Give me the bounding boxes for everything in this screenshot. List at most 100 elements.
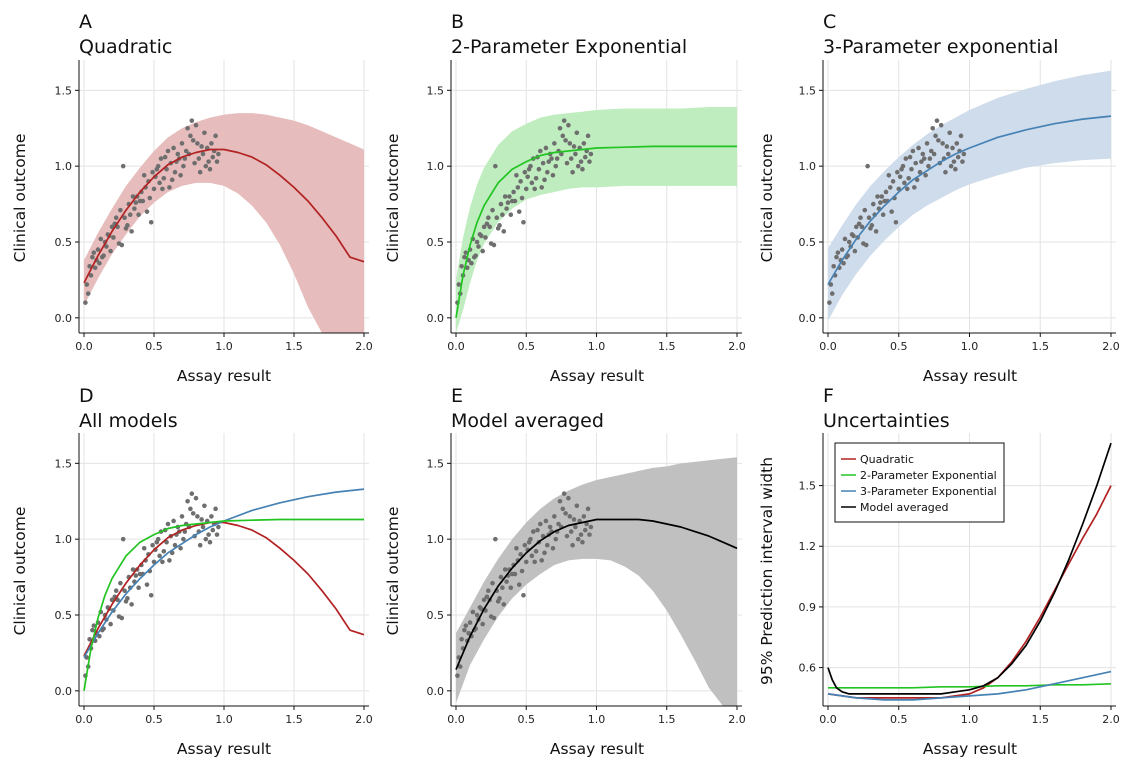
panel-c-data-point [834,254,839,260]
panel-a-data-point [84,282,90,287]
panel-a-data-point [181,163,186,169]
panel-c-data-point [917,169,923,175]
legend-label-averaged: Model averaged [860,501,949,514]
panel-a-data-point [90,254,95,260]
panel-d-letter: D [79,385,94,407]
panel-d-data-point [206,532,211,537]
panel-b-data-point [581,141,587,146]
panel-a-x-tick-label: 2.0 [355,340,373,353]
panel-a-data-point [199,144,204,149]
panel-f-title: Uncertainties [823,410,950,432]
panel-f-marks [827,442,1112,701]
panel-b-data-point [538,148,543,154]
panel-b-data-point [478,233,484,239]
panel-c-data-point [927,156,933,161]
panel-b-data-point [532,186,537,192]
panel-a-data-point [132,206,137,211]
panel-e-data-point [528,536,533,542]
panel-d-data-point [97,633,102,639]
panel-e-xlabel: Assay result [550,740,644,757]
panel-a-data-point [130,194,136,199]
panel-a: A Quadratic Assay result Clinical outcom… [11,11,373,385]
panel-b-data-point [519,195,525,201]
panel-c-data-point [841,260,846,266]
panel-c-data-point [869,223,875,228]
panel-e-data-point [478,606,484,612]
panel-a-x-tick-label: 1.5 [285,340,303,353]
panel-d-data-point [133,573,139,578]
panel-c-data-point [897,174,903,180]
panel-c-data-point [904,186,910,192]
panel-a-data-point [85,291,91,296]
panel-c-data-point [923,172,928,178]
panel-f-ylabel: 95% Prediction interval width [758,457,776,685]
panel-a-data-point [195,141,200,146]
panel-d-data-point [109,597,115,603]
panel-d-data-point [179,514,185,519]
panel-c-line-exp3 [827,115,1112,285]
panel-d-x-tick-label: 1.0 [215,713,233,726]
panel-b-data-point [487,224,493,230]
panel-c-y-tick-label: 0.5 [799,236,817,249]
panel-e-data-point [566,495,571,501]
panel-e-data-point [581,514,587,519]
panel-d-data-point [157,553,162,559]
panel-b-data-point [481,224,487,230]
legend-label-exp2: 2-Parameter Exponential [860,469,997,482]
panel-e-x-tick-label: 2.0 [728,713,746,726]
panel-d-data-point [185,498,190,504]
panel-f-y-tick-label: 1.2 [799,540,817,553]
panel-d-data-point [108,621,113,627]
panel-e-data-point [521,592,526,598]
panel-e-data-point [498,574,504,580]
panel-f-y-tick-label: 0.6 [799,662,817,675]
panel-e-data-point [547,524,553,530]
panel-d-data-point [118,580,123,586]
panel-e-data-point [550,545,556,551]
panel-e-data-point [466,630,471,636]
panel-f-x-tick-label: 2.0 [1102,713,1120,726]
panel-f-y-tick-label: 1.5 [799,480,817,493]
panel-b-data-point [563,138,568,143]
panel-b-data-point [459,263,464,269]
panel-d-x-tick-label: 2.0 [355,713,373,726]
panel-d-data-point [161,549,167,554]
panel-d-x-tick-label: 0.5 [145,713,163,726]
panel-a-data-point [169,177,175,183]
panel-b-data-point [508,212,514,217]
panel-b-data-point [473,253,478,258]
panel-d-data-point [164,539,169,545]
panel-a-data-point [209,141,214,146]
panel-c-data-point [842,236,848,242]
panel-d-data-point [91,623,97,628]
panel-a-xlabel: Assay result [177,367,271,385]
panel-b-data-point [533,176,539,181]
panel-e-data-point [474,612,480,618]
panel-d-data-point [144,582,150,587]
panel-a-data-point [147,195,153,201]
panel-e-data-point [588,524,594,530]
panel-d-data-point [197,542,203,548]
panel-b-data-point [585,133,591,139]
panel-a-data-point [141,172,147,178]
panel-b-data-point [514,172,519,178]
panel-c-data-point [902,180,907,186]
panel-d: D All models Assay result Clinical outco… [11,385,373,757]
panel-c-data-point [912,185,917,190]
panel-d-title: All models [79,410,178,432]
panel-c-data-point [859,224,865,230]
panel-c-data-point [839,247,845,252]
panel-d-line-quadratic [83,521,365,657]
panel-e-plot-area: 0.0 0.5 1.0 1.5 2.0 0.0 0.5 1.0 1.5 [427,433,746,726]
panel-a-line-quadratic [83,148,365,284]
panel-c-data-point [879,194,885,199]
panel-e-data-point [552,514,557,519]
panel-b-data-point [494,215,500,221]
panel-b-data-point [462,254,467,260]
panel-c-xlabel: Assay result [923,367,1017,385]
panel-b-data-point [480,248,485,254]
panel-b-data-point [484,221,490,227]
panel-e-data-point [538,521,543,527]
panel-c-data-point [930,125,936,131]
panel-a-data-point [192,160,197,166]
